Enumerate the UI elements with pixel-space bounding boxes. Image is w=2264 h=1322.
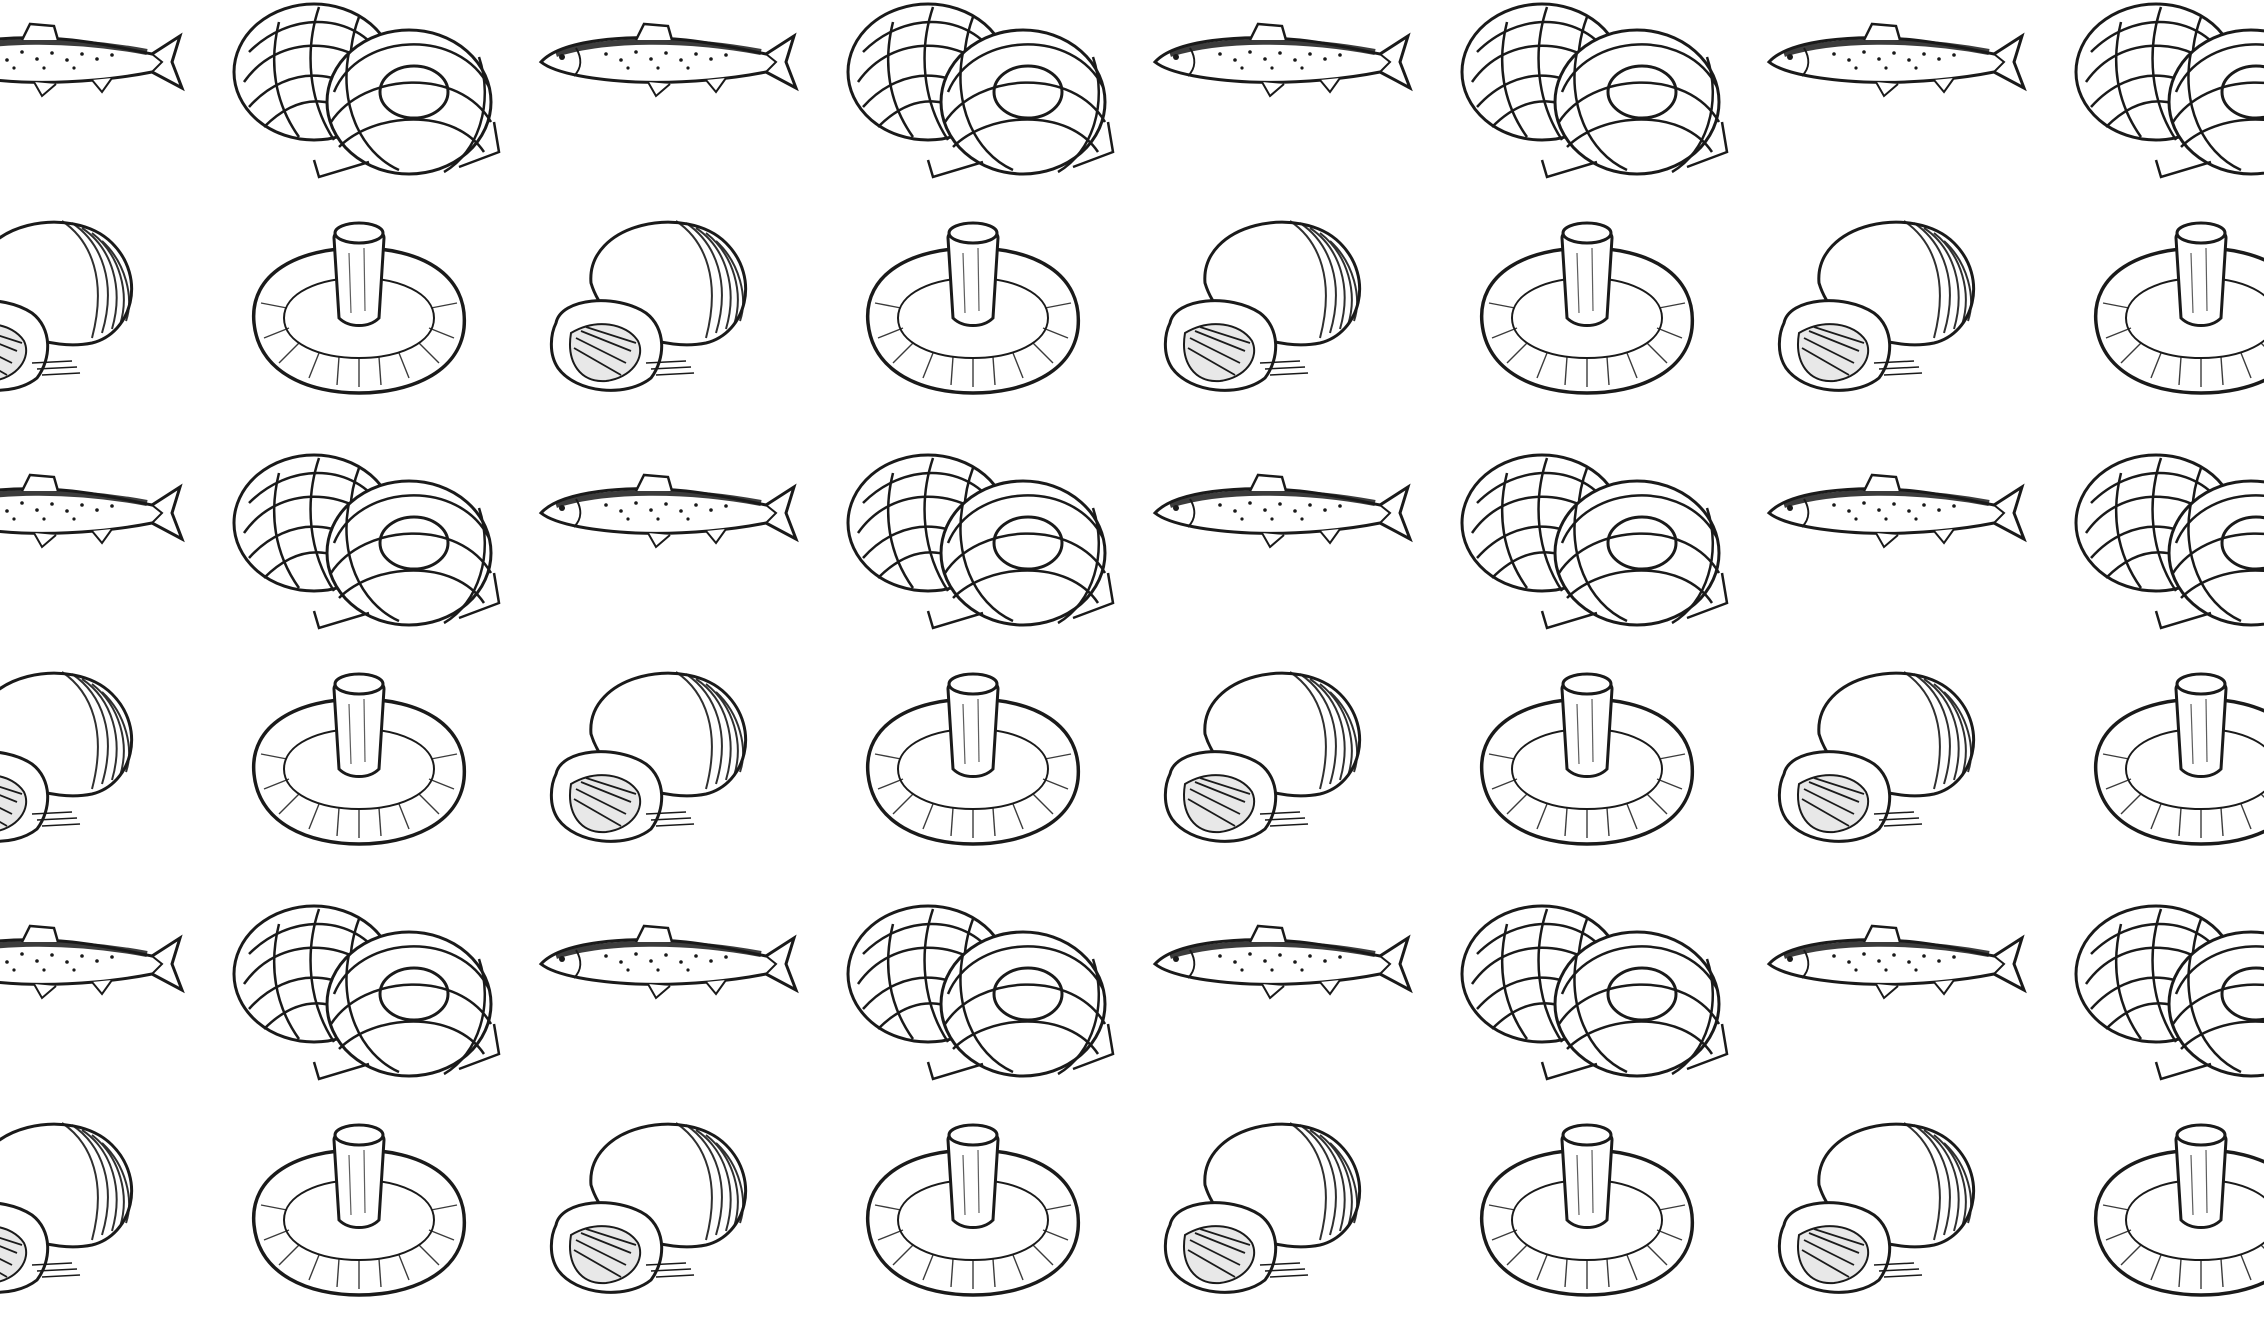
fish-icon — [541, 475, 796, 547]
mushroom-underside-icon — [2093, 1123, 2264, 1297]
mushroom-underside-icon — [1479, 221, 1695, 395]
fish-icon — [1769, 926, 2024, 998]
mushroom-pair-icon — [1777, 670, 1976, 843]
fish-icon — [1769, 24, 2024, 96]
mushroom-underside-icon — [251, 672, 467, 846]
mushroom-pair-icon — [1163, 1121, 1362, 1294]
mushroom-underside-icon — [1479, 672, 1695, 846]
mushroom-underside-icon — [2093, 221, 2264, 395]
pasta-nest-icon — [2074, 453, 2264, 630]
fish-icon — [1155, 926, 1410, 998]
fish-icon — [541, 24, 796, 96]
mushroom-underside-icon — [2093, 672, 2264, 846]
mushroom-pair-icon — [0, 1121, 134, 1294]
mushroom-underside-icon — [865, 1123, 1081, 1297]
mushroom-pair-icon — [0, 670, 134, 843]
pasta-nest-icon — [846, 904, 1115, 1081]
mushroom-underside-icon — [865, 221, 1081, 395]
mushroom-pair-icon — [1777, 219, 1976, 392]
pasta-nest-icon — [232, 453, 501, 630]
pasta-nest-icon — [1460, 453, 1729, 630]
pasta-nest-icon — [2074, 904, 2264, 1081]
pasta-nest-icon — [846, 453, 1115, 630]
pasta-nest-icon — [846, 2, 1115, 179]
fish-icon — [541, 926, 796, 998]
pasta-nest-icon — [232, 2, 501, 179]
mushroom-underside-icon — [865, 672, 1081, 846]
fish-icon — [1155, 24, 1410, 96]
pasta-nest-icon — [2074, 2, 2264, 179]
mushroom-pair-icon — [1163, 219, 1362, 392]
fish-icon — [0, 475, 182, 547]
fish-icon — [1155, 475, 1410, 547]
mushroom-pair-icon — [0, 219, 134, 392]
mushroom-pair-icon — [1777, 1121, 1976, 1294]
mushroom-pair-icon — [1163, 670, 1362, 843]
mushroom-underside-icon — [251, 221, 467, 395]
mushroom-pair-icon — [549, 1121, 748, 1294]
fish-icon — [0, 24, 182, 96]
pasta-nest-icon — [1460, 2, 1729, 179]
pasta-nest-icon — [232, 904, 501, 1081]
fish-icon — [1769, 475, 2024, 547]
fish-icon — [0, 926, 182, 998]
mushroom-underside-icon — [251, 1123, 467, 1297]
mushroom-pair-icon — [549, 219, 748, 392]
mushroom-pair-icon — [549, 670, 748, 843]
pasta-nest-icon — [1460, 904, 1729, 1081]
mushroom-underside-icon — [1479, 1123, 1695, 1297]
